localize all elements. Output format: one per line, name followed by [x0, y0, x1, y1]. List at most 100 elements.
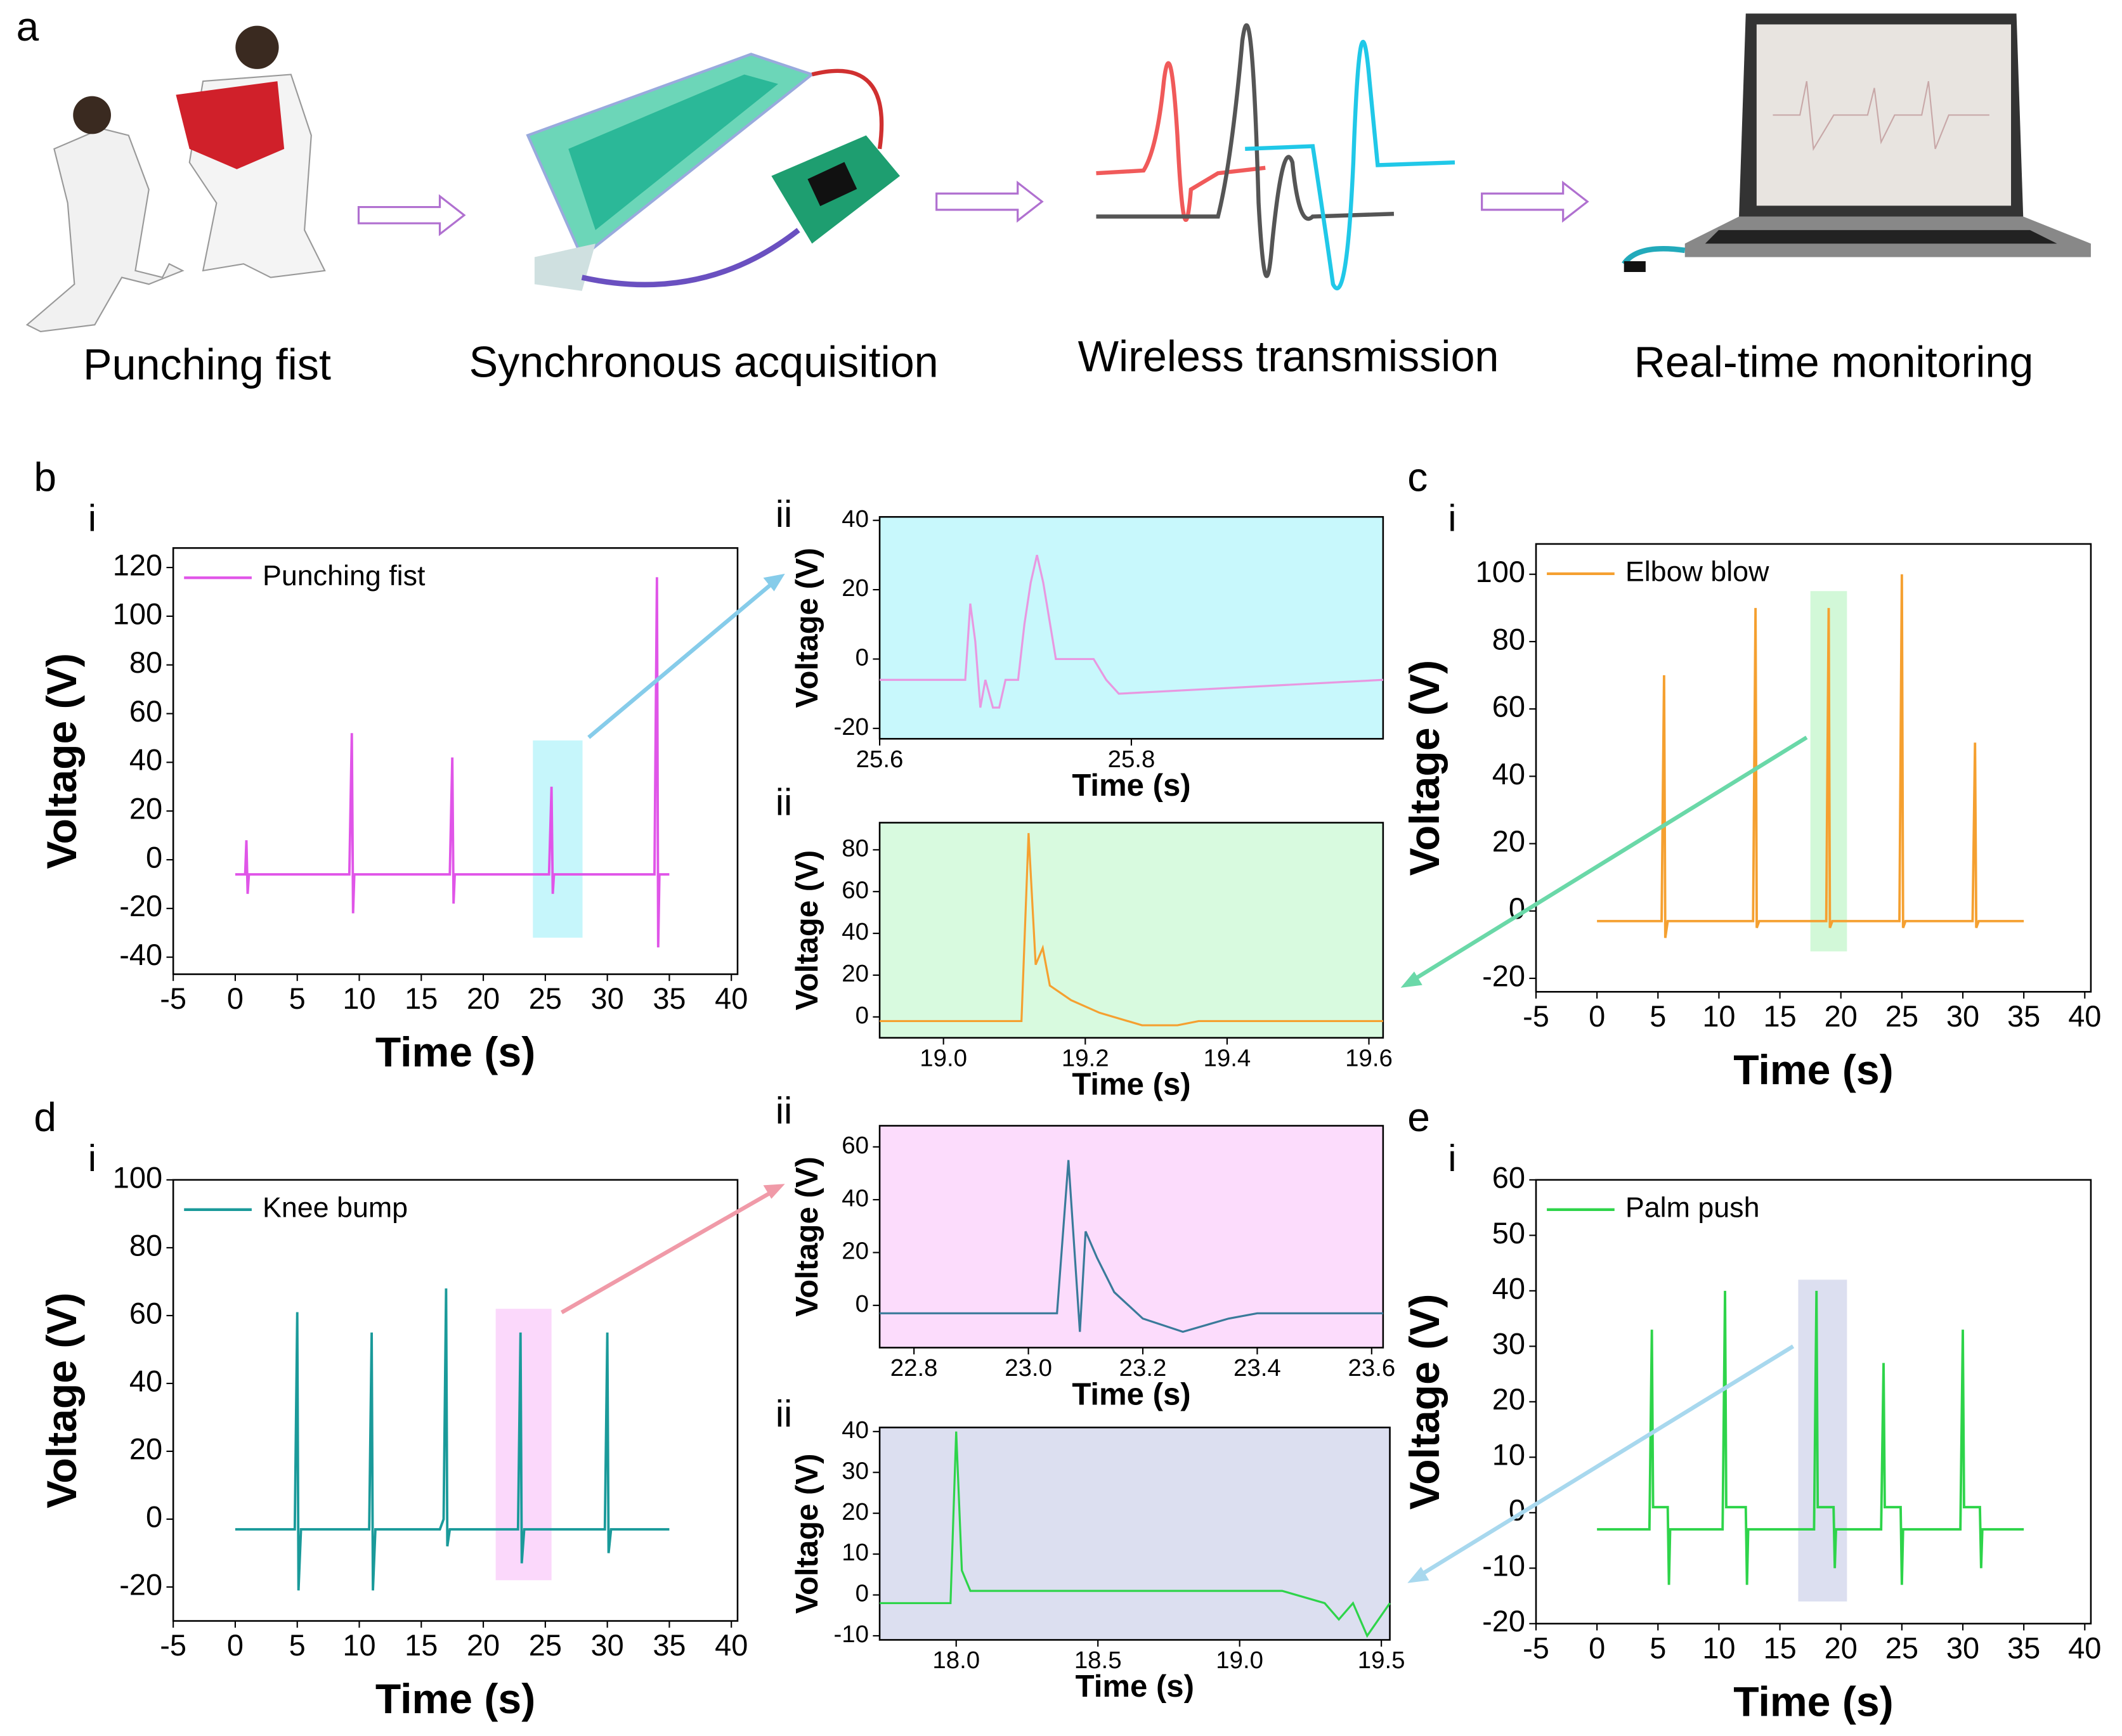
x-tick-label: 15	[1763, 1631, 1796, 1664]
y-axis-label: Voltage (V)	[790, 1156, 824, 1317]
y-tick-label: -20	[1482, 1605, 1525, 1638]
legend-label: Palm push	[1625, 1192, 1760, 1224]
x-tick-label: 25	[1885, 1000, 1918, 1033]
y-tick-label: 20	[842, 574, 869, 602]
panel-label: e	[1407, 1094, 1430, 1140]
data-line	[235, 1288, 670, 1591]
x-tick-label: 23.6	[1348, 1354, 1395, 1382]
x-tick-label: 20	[1825, 1000, 1858, 1033]
x-tick-label: 23.2	[1119, 1354, 1167, 1382]
data-line	[880, 555, 1383, 709]
x-tick-label: 30	[591, 1629, 624, 1662]
x-tick-label: 40	[2068, 1631, 2101, 1664]
y-tick-label: -20	[119, 1568, 162, 1601]
y-tick-label: 0	[856, 1002, 869, 1029]
data-line	[1597, 574, 2024, 938]
chart-panel: 22.8 23.0 23.2 23.4 23.6 0 20 40 60 Time (s) Volta…	[790, 1125, 1395, 1411]
data-line	[880, 1431, 1391, 1638]
y-axis-label: Voltage (V)	[1402, 1294, 1448, 1510]
x-tick-label: 30	[1946, 1000, 1979, 1033]
y-tick-label: 60	[1492, 690, 1525, 723]
y-tick-label: 40	[842, 1184, 869, 1212]
legend-label: Knee bump	[263, 1192, 408, 1224]
y-tick-label: -40	[119, 938, 162, 971]
y-tick-label: -20	[833, 713, 869, 741]
x-tick-label: 25	[529, 982, 562, 1015]
x-tick-label: 18.0	[932, 1647, 980, 1674]
x-tick-label: 25.6	[856, 746, 904, 773]
plot-background	[880, 517, 1383, 739]
legend-label: Elbow blow	[1625, 556, 1769, 588]
panel-label: d	[34, 1094, 56, 1140]
y-tick-label: 0	[146, 1500, 162, 1533]
y-tick-label: 100	[113, 597, 162, 630]
flow-arrow	[1481, 180, 1589, 223]
data-line	[880, 832, 1383, 1027]
x-tick-label: 0	[227, 1629, 244, 1662]
y-tick-label: 0	[856, 644, 869, 671]
y-tick-label: 40	[129, 744, 162, 777]
plot-frame	[878, 822, 1384, 1039]
waveform-illustration	[1096, 23, 1455, 290]
x-tick-label: 5	[289, 982, 306, 1015]
y-tick-label: 40	[842, 918, 869, 945]
laptop-illustration	[1622, 13, 2091, 273]
step-label: Real-time monitoring	[1634, 338, 2034, 386]
y-tick-label: 20	[842, 1238, 869, 1265]
highlight-region	[1798, 1279, 1847, 1602]
x-tick-label: 10	[342, 982, 375, 1015]
x-tick-label: 19.2	[1062, 1045, 1109, 1072]
y-tick-label: 0	[856, 1580, 869, 1607]
x-axis-label: Time (s)	[375, 1676, 535, 1723]
fighters-illustration	[25, 25, 326, 332]
x-tick-label: 0	[1589, 1631, 1605, 1664]
y-tick-label: 40	[842, 1416, 869, 1444]
x-axis-label: Time (s)	[1072, 768, 1190, 803]
chart-panel: -5 0 5 10 15 20 25 30 35 40 -40 -20 0 20 40 60 80 100 120 T…	[39, 547, 748, 1076]
plot-background	[880, 1125, 1383, 1348]
x-tick-label: 25.8	[1108, 746, 1155, 773]
plot-background	[880, 822, 1383, 1038]
x-tick-label: 25	[529, 1629, 562, 1662]
x-axis-label: Time (s)	[1076, 1669, 1194, 1704]
y-tick-label: 60	[842, 876, 869, 904]
x-tick-label: 10	[1702, 1631, 1735, 1664]
y-axis-label: Voltage (V)	[39, 1292, 86, 1508]
x-tick-label: 15	[1763, 1000, 1796, 1033]
plot-frame	[172, 1179, 739, 1622]
x-tick-label: -5	[160, 1629, 186, 1662]
y-tick-label: 80	[129, 1229, 162, 1262]
plot-frame	[172, 547, 739, 975]
y-tick-label: 60	[1492, 1161, 1525, 1194]
x-tick-label: 19.6	[1345, 1045, 1393, 1072]
plot-frame	[878, 1427, 1391, 1641]
x-tick-label: -5	[160, 982, 186, 1015]
x-tick-label: 0	[1589, 1000, 1605, 1033]
x-tick-label: 25	[1885, 1631, 1918, 1664]
device-illustration	[526, 53, 901, 291]
x-axis-label: Time (s)	[1072, 1068, 1190, 1102]
subpanel-label: i	[1448, 496, 1456, 539]
x-tick-label: 35	[653, 982, 686, 1015]
y-tick-label: 100	[1476, 555, 1525, 588]
y-tick-label: 120	[113, 548, 162, 581]
x-tick-label: 20	[467, 982, 500, 1015]
y-axis-label: Voltage (V)	[790, 1454, 824, 1614]
x-tick-label: 5	[1650, 1631, 1666, 1664]
x-tick-label: 20	[1825, 1631, 1858, 1664]
step-label: Punching fist	[83, 341, 331, 389]
y-axis-label: Voltage (V)	[790, 850, 824, 1011]
chart-panel: -5 0 5 10 15 20 25 30 35 40 -20 0 20 40 60 80 100 Time (s…	[39, 1161, 748, 1723]
y-tick-label: 10	[842, 1539, 869, 1566]
chart-panel: 25.6 25.8 -20 0 20 40 Time (s) Voltage (V)	[790, 505, 1384, 803]
subpanel-label: ii	[776, 1392, 793, 1435]
x-tick-label: 5	[289, 1629, 306, 1662]
flow-arrow	[357, 194, 466, 236]
x-tick-label: 35	[653, 1629, 686, 1662]
y-tick-label: 20	[129, 1432, 162, 1465]
subpanel-label: i	[1448, 1137, 1456, 1179]
x-tick-label: 19.0	[1216, 1647, 1263, 1674]
x-axis-label: Time (s)	[1733, 1678, 1893, 1725]
